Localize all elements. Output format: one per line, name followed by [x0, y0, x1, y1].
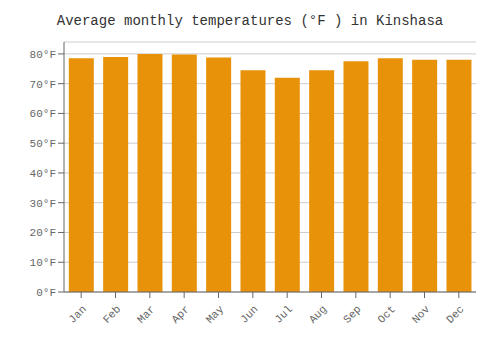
svg-text:Oct: Oct — [375, 303, 397, 325]
svg-text:Jun: Jun — [238, 303, 260, 325]
svg-text:0°F: 0°F — [36, 287, 56, 299]
svg-text:10°F: 10°F — [30, 257, 56, 269]
svg-text:80°F: 80°F — [30, 49, 56, 61]
svg-text:20°F: 20°F — [30, 227, 56, 239]
svg-text:Sep: Sep — [341, 303, 363, 325]
svg-text:70°F: 70°F — [30, 79, 56, 91]
svg-text:Nov: Nov — [410, 303, 433, 326]
svg-text:50°F: 50°F — [30, 138, 56, 150]
svg-text:60°F: 60°F — [30, 108, 56, 120]
html-text:Average monthly temperatures (: Average monthly temperatures (°F ) in Ki… — [56, 13, 444, 29]
svg-text:Jul: Jul — [272, 303, 294, 325]
svg-text:Jan: Jan — [66, 303, 88, 325]
svg-text:Apr: Apr — [169, 303, 191, 325]
svg-text:Mar: Mar — [135, 303, 157, 325]
svg-text:Dec: Dec — [444, 303, 466, 325]
svg-text:Feb: Feb — [101, 303, 123, 325]
svg-text:May: May — [204, 303, 227, 326]
svg-text:40°F: 40°F — [30, 168, 56, 180]
svg-text:30°F: 30°F — [30, 198, 56, 210]
svg-text:Aug: Aug — [307, 303, 329, 325]
